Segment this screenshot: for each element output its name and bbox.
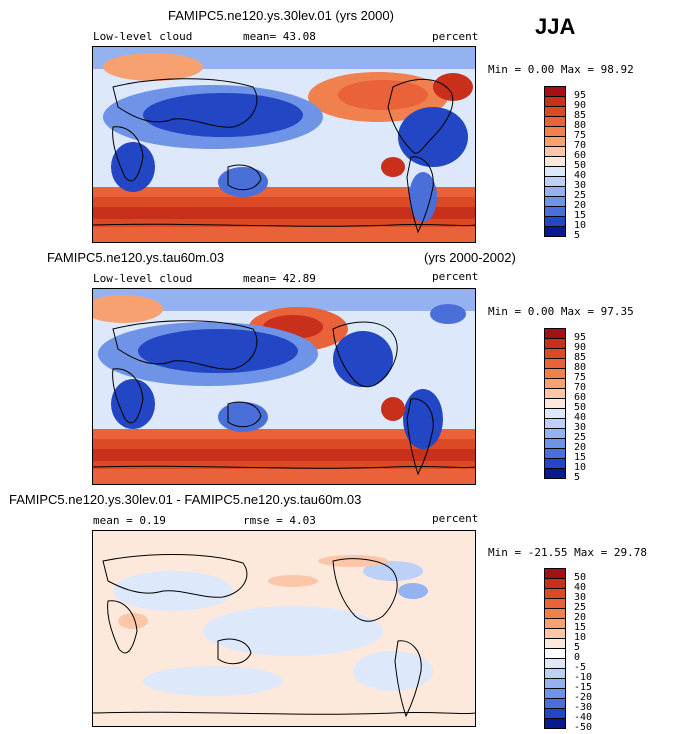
panel3-minmax: Min = -21.55 Max = 29.78 bbox=[488, 546, 647, 559]
colorbar-tick-label: 25 bbox=[574, 602, 587, 613]
panel1-title: FAMIPC5.ne120.ys.30lev.01 (yrs 2000) bbox=[168, 8, 394, 23]
panel1-mean: mean= 43.08 bbox=[243, 30, 316, 43]
colorbar-tick-label: 90 bbox=[574, 100, 587, 111]
colorbar-tick-label: -30 bbox=[574, 702, 593, 713]
colorbar-swatch bbox=[544, 718, 566, 729]
panel2-field-label: Low-level cloud bbox=[93, 272, 193, 285]
colorbar-tick-label: -5 bbox=[574, 662, 587, 673]
colorbar-tick-label: 40 bbox=[574, 582, 587, 593]
panel2-colorbar: 95 90 85 80 75 70 60 50 40 30 25 20 15 10 5 bbox=[544, 328, 604, 483]
panel3-rmse: rmse = 4.03 bbox=[243, 514, 316, 527]
colorbar-tick-label: -20 bbox=[574, 692, 593, 703]
panel3-title: FAMIPC5.ne120.ys.30lev.01 - FAMIPC5.ne12… bbox=[9, 492, 362, 507]
colorbar-tick-label: 85 bbox=[574, 352, 587, 363]
panel3-units: percent bbox=[432, 512, 479, 525]
colorbar-tick-label: 80 bbox=[574, 362, 587, 373]
colorbar-tick-label: 30 bbox=[574, 422, 587, 433]
colorbar-tick-label: -10 bbox=[574, 672, 593, 683]
colorbar-tick-label: 60 bbox=[574, 150, 587, 161]
colorbar-tick-label: 20 bbox=[574, 612, 587, 623]
colorbar-tick-label: 95 bbox=[574, 90, 587, 101]
panel2-mean: mean= 42.89 bbox=[243, 272, 316, 285]
panel1-minmax: Min = 0.00 Max = 98.92 bbox=[488, 63, 634, 76]
panel1-field-label: Low-level cloud bbox=[93, 30, 193, 43]
colorbar-tick-label: 10 bbox=[574, 220, 587, 231]
colorbar-tick-label: 40 bbox=[574, 412, 587, 423]
colorbar-tick-label: 30 bbox=[574, 592, 587, 603]
panel2-title: FAMIPC5.ne120.ys.tau60m.03 bbox=[47, 250, 225, 265]
colorbar-tick-label: 50 bbox=[574, 160, 587, 171]
colorbar-tick-label: 60 bbox=[574, 392, 587, 403]
colorbar-tick-label: 40 bbox=[574, 170, 587, 181]
colorbar-tick-label: 5 bbox=[574, 230, 581, 241]
panel2-years: (yrs 2000-2002) bbox=[424, 250, 516, 265]
colorbar-tick-label: 85 bbox=[574, 110, 587, 121]
colorbar-tick-label: 25 bbox=[574, 190, 587, 201]
colorbar-tick-label: 20 bbox=[574, 442, 587, 453]
colorbar-tick-label: 90 bbox=[574, 342, 587, 353]
colorbar-tick-label: 15 bbox=[574, 452, 587, 463]
season-label: JJA bbox=[535, 14, 576, 39]
colorbar-tick-label: 15 bbox=[574, 622, 587, 633]
colorbar-tick-label: 70 bbox=[574, 382, 587, 393]
colorbar-tick-label: 20 bbox=[574, 200, 587, 211]
colorbar-tick-label: 75 bbox=[574, 372, 587, 383]
panel3-map bbox=[92, 530, 476, 727]
colorbar-swatch bbox=[544, 226, 566, 237]
panel1-colorbar: 95 90 85 80 75 70 60 50 40 30 25 20 15 10 5 bbox=[544, 86, 604, 241]
colorbar-tick-label: 95 bbox=[574, 332, 587, 343]
panel3-mean: mean = 0.19 bbox=[93, 514, 166, 527]
colorbar-tick-label: 70 bbox=[574, 140, 587, 151]
colorbar-tick-label: -50 bbox=[574, 722, 593, 733]
colorbar-tick-label: 80 bbox=[574, 120, 587, 131]
panel1-units: percent bbox=[432, 30, 479, 43]
colorbar-tick-label: 5 bbox=[574, 642, 581, 653]
colorbar-tick-label: 50 bbox=[574, 402, 587, 413]
panel2-units: percent bbox=[432, 270, 479, 283]
panel2-map bbox=[92, 288, 476, 485]
colorbar-tick-label: 15 bbox=[574, 210, 587, 221]
panel1-map bbox=[92, 46, 476, 243]
panel3-colorbar: 50 40 30 25 20 15 10 5 0 -5 -10 -15 -20 -30 -40 -50 bbox=[544, 568, 604, 733]
colorbar-swatch bbox=[544, 468, 566, 479]
colorbar-tick-label: 5 bbox=[574, 472, 581, 483]
colorbar-tick-label: 75 bbox=[574, 130, 587, 141]
colorbar-tick-label: 10 bbox=[574, 462, 587, 473]
colorbar-tick-label: 30 bbox=[574, 180, 587, 191]
colorbar-tick-label: 50 bbox=[574, 572, 587, 583]
panel2-minmax: Min = 0.00 Max = 97.35 bbox=[488, 305, 634, 318]
colorbar-tick-label: 0 bbox=[574, 652, 581, 663]
colorbar-tick-label: 10 bbox=[574, 632, 587, 643]
colorbar-tick-label: -40 bbox=[574, 712, 593, 723]
colorbar-tick-label: -15 bbox=[574, 682, 593, 693]
colorbar-tick-label: 25 bbox=[574, 432, 587, 443]
